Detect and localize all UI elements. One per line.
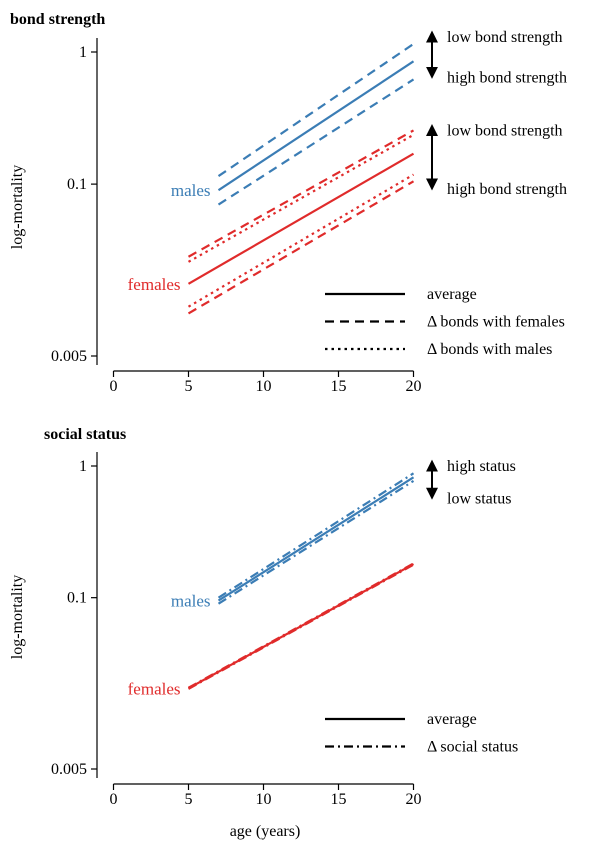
- legend-label: Δ bonds with males: [427, 341, 552, 358]
- panel-title: bond strength: [10, 11, 105, 28]
- x-tick-label: 5: [185, 378, 193, 395]
- males-social_status-line: [217, 480, 415, 605]
- annotation-top: low bond strength: [447, 122, 563, 139]
- females-social_status-line: [187, 563, 415, 690]
- social-status-panel: social status log-mortality age (years) …: [9, 426, 518, 840]
- males-label: males: [171, 592, 211, 611]
- legend-label: average: [427, 711, 477, 728]
- y-tick-label: 1: [79, 458, 87, 475]
- females-label: females: [128, 679, 181, 698]
- males-average-line: [217, 60, 415, 192]
- annotation-top: high status: [447, 458, 516, 475]
- legend-label: Δ bonds with females: [427, 314, 565, 331]
- females-label: females: [128, 275, 181, 294]
- x-tick-label: 5: [185, 791, 193, 808]
- annotation-bottom: high bond strength: [447, 181, 567, 198]
- x-tick-label: 10: [256, 378, 272, 395]
- females-bonds_females-line: [187, 129, 415, 258]
- x-tick-label: 0: [110, 791, 118, 808]
- y-tick-label: 0.005: [51, 348, 87, 365]
- x-tick-label: 0: [110, 378, 118, 395]
- females-bonds_males-line: [187, 173, 415, 308]
- y-axis-label: log-mortality: [9, 575, 26, 659]
- x-tick-label: 20: [406, 378, 422, 395]
- males-bonds_females-line: [217, 78, 415, 206]
- annotation-bottom: high bond strength: [447, 69, 567, 86]
- y-axis-label: log-mortality: [9, 165, 26, 249]
- x-axis-label: age (years): [230, 823, 301, 840]
- y-tick-label: 0.1: [67, 176, 87, 193]
- x-tick-label: 15: [331, 378, 347, 395]
- legend-label: average: [427, 286, 477, 303]
- panel-title: social status: [44, 426, 126, 443]
- x-tick-label: 20: [406, 791, 422, 808]
- females-average-line: [187, 152, 415, 285]
- annotation-bottom: low status: [447, 490, 511, 507]
- females-bonds_females-line: [187, 180, 415, 315]
- x-tick-label: 10: [256, 791, 272, 808]
- y-tick-label: 0.1: [67, 590, 87, 607]
- males-social_status-line: [217, 472, 415, 599]
- y-tick-label: 0.005: [51, 761, 87, 778]
- males-average-line: [217, 476, 415, 602]
- annotation-top: low bond strength: [447, 29, 563, 46]
- males-label: males: [171, 181, 211, 200]
- males-bonds_females-line: [217, 43, 415, 178]
- legend-label: Δ social status: [427, 739, 518, 756]
- females-bonds_males-line: [187, 133, 415, 263]
- y-tick-label: 1: [79, 44, 87, 61]
- x-tick-label: 15: [331, 791, 347, 808]
